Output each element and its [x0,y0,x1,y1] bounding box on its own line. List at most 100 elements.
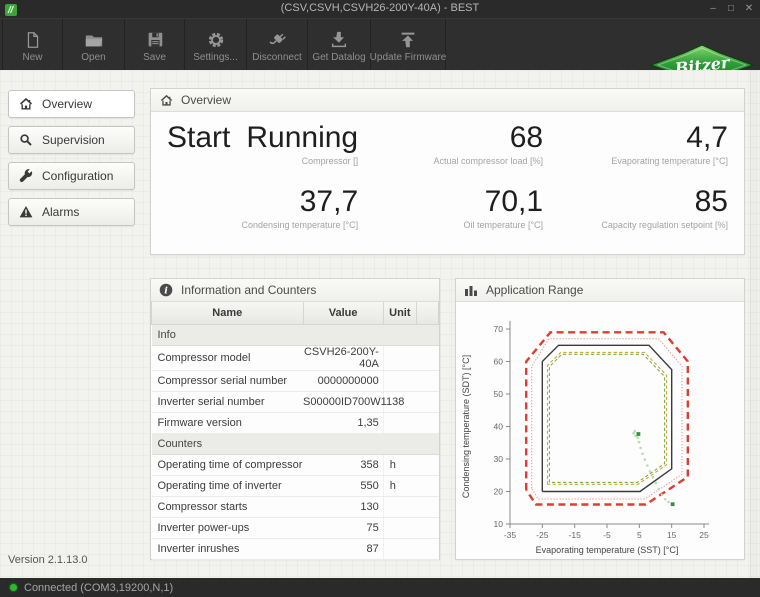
svg-text:5: 5 [637,530,642,540]
window-controls: – □ ✕ [706,1,756,16]
table-row: Firmware version 1,35 [151,412,439,434]
panel-title: Application Range [486,283,584,297]
toolbar-label: Open [81,51,106,63]
metric-label: Actual compressor load [%] [433,156,544,166]
get-datalog-button[interactable]: Get Datalog [308,19,371,70]
compressor-start-status: Start [167,121,231,154]
svg-text:-5: -5 [603,530,611,540]
table-row: Inverter serial number S00000ID700W1138 [151,391,439,413]
metric-evaporating-temperature: 4,7 Evaporating temperature [°C] [555,120,728,184]
table-row: Compressor starts 130 [151,496,439,518]
column-header-unit: Unit [382,302,417,325]
metric-condensing-temperature: 37,7 Condensing temperature [°C] [167,184,358,248]
panel-title: Overview [181,93,232,107]
metric-value: 70,1 [484,185,544,218]
open-button[interactable]: Open [63,19,125,70]
metric-compressor-load: 68 Actual compressor load [%] [370,120,544,184]
settings-button[interactable]: Settings... [185,19,247,70]
toolbar-label: Save [143,51,166,63]
connection-status-dot-icon [10,584,17,591]
toolbar-label: Settings... [193,51,238,63]
magnifier-icon [19,133,33,147]
sidebar-item-supervision[interactable]: Supervision [8,126,135,154]
metric-capacity-setpoint: 85 Capacity regulation setpoint [%] [555,184,728,248]
svg-text:-25: -25 [536,530,549,540]
panel-title: Information and Counters [181,283,317,297]
svg-text:15: 15 [667,530,677,540]
table-row: Inverter power-ups 75 [151,517,439,539]
metric-label: Condensing temperature [°C] [241,220,359,230]
overview-panel-header: Overview [151,89,744,112]
info-circle-icon: i [159,283,173,297]
table-section-row: Info [151,324,439,346]
sidebar-item-label: Alarms [42,205,80,219]
connection-status-text: Connected (COM3,19200,N,1) [24,581,174,594]
warning-triangle-icon [19,205,33,219]
svg-text:i: i [164,285,168,296]
metric-value: 37,7 [299,185,359,218]
metric-oil-temperature: 70,1 Oil temperature [°C] [370,184,543,248]
toolbar-label: Disconnect [252,51,302,63]
svg-text:20: 20 [494,487,504,497]
information-panel: i Information and Counters Name Value Un… [150,278,440,560]
sidebar-item-label: Overview [42,97,93,111]
new-button[interactable]: New [2,19,63,70]
overview-panel: Overview Start Running Compressor [] 68 … [150,88,745,255]
metric-label: Compressor [] [301,156,359,166]
version-text: Version 2.1.13.0 [8,554,88,566]
save-button[interactable]: Save [125,19,185,70]
sidebar-item-alarms[interactable]: Alarms [8,198,135,226]
titlebar: (CSV,CSVH,CSVH26-200Y-40A) - BEST – □ ✕ [0,0,760,18]
svg-text:10: 10 [494,519,504,529]
maximize-button[interactable]: □ [727,3,735,14]
sidebar-item-overview[interactable]: Overview [8,90,135,118]
download-datalog-icon [329,29,349,51]
update-firmware-button[interactable]: Update Firmware [370,19,446,70]
svg-text:Condensing temperature (SDT) [: Condensing temperature (SDT) [°C] [461,355,471,498]
bar-chart-icon [464,283,478,297]
table-header-row: Name Value Unit [151,302,440,325]
home-icon [19,97,33,111]
table-row: Operating time of inverter 550 h [151,475,439,497]
update-firmware-icon [398,29,418,51]
application-range-chart: -35 -25 -15 -5 5 15 25 10 20 30 40 50 60 70 Evaporatin… [461,321,709,555]
application-range-panel-header: Application Range [456,279,744,302]
metric-value: 4,7 [686,121,728,154]
metric-value: 85 [694,185,728,218]
svg-text:25: 25 [699,530,709,540]
svg-text:50: 50 [494,389,504,399]
sidebar-item-configuration[interactable]: Configuration [8,162,135,190]
metric-label: Oil temperature [°C] [463,220,544,230]
close-button[interactable]: ✕ [744,3,754,14]
metric-compressor: Start Running Compressor [] [167,120,358,184]
column-header-name: Name [151,302,304,325]
save-floppy-icon [145,29,165,51]
sidebar-item-label: Supervision [42,133,105,147]
metric-label: Capacity regulation setpoint [%] [601,220,728,230]
minimize-button[interactable]: – [710,3,716,14]
disconnect-plug-icon [267,29,287,51]
toolbar-label: Get Datalog [312,51,366,63]
svg-text:40: 40 [494,422,504,432]
svg-text:70: 70 [494,324,504,334]
toolbar-label: New [22,51,43,63]
compressor-running-status: Running [246,121,359,154]
new-document-icon [23,29,43,51]
sidebar-item-label: Configuration [42,169,114,183]
svg-text:30: 30 [494,454,504,464]
overview-metrics: Start Running Compressor [] 68 Actual co… [151,112,744,248]
application-range-panel: Application Range -35 -25 -15 -5 5 15 25 10 20 30… [455,278,745,560]
statusbar: Connected (COM3,19200,N,1) [0,578,760,597]
vertical-scrollbar[interactable] [750,70,758,578]
table-section-row: Counters [151,433,439,455]
home-icon [159,93,173,107]
wrench-icon [19,169,33,183]
toolbar: New Open Save Settings... Disconnect [0,18,760,86]
svg-text:Evaporating temperature (SST): Evaporating temperature (SST) [°C] [536,545,679,555]
settings-gear-icon [206,29,226,51]
window-title: (CSV,CSVH,CSVH26-200Y-40A) - BEST [280,2,480,14]
column-header-value: Value [302,302,384,325]
app-icon [5,3,17,16]
disconnect-button[interactable]: Disconnect [247,19,308,70]
